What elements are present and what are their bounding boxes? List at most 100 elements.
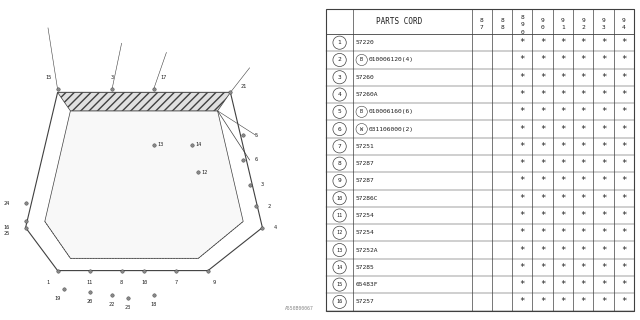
Text: 57260: 57260 xyxy=(356,75,375,80)
Text: 14: 14 xyxy=(337,265,343,270)
Text: 6: 6 xyxy=(338,127,342,132)
Text: 1: 1 xyxy=(561,25,564,30)
Text: *: * xyxy=(560,245,566,254)
Text: 2: 2 xyxy=(581,25,585,30)
Text: 14: 14 xyxy=(195,142,202,147)
Text: 9: 9 xyxy=(213,280,216,285)
Text: 10: 10 xyxy=(141,280,147,285)
Text: 10: 10 xyxy=(337,196,343,201)
Text: *: * xyxy=(520,176,525,185)
Text: *: * xyxy=(601,297,606,306)
Text: 13: 13 xyxy=(337,248,343,252)
Text: 8: 8 xyxy=(500,25,504,30)
Text: 0: 0 xyxy=(541,25,545,30)
Text: 5: 5 xyxy=(255,133,257,138)
Circle shape xyxy=(333,192,346,205)
Text: *: * xyxy=(540,73,545,82)
Circle shape xyxy=(333,71,346,84)
Text: 9: 9 xyxy=(338,179,342,183)
Text: 57287: 57287 xyxy=(356,179,375,183)
Text: 23: 23 xyxy=(125,305,131,310)
Text: *: * xyxy=(621,297,627,306)
Text: *: * xyxy=(580,55,586,64)
Text: 4: 4 xyxy=(338,92,342,97)
Circle shape xyxy=(333,244,346,257)
Text: 19: 19 xyxy=(54,296,61,301)
Text: *: * xyxy=(580,159,586,168)
Text: *: * xyxy=(560,90,566,99)
Text: 22: 22 xyxy=(109,302,115,307)
Text: *: * xyxy=(560,228,566,237)
Text: *: * xyxy=(560,55,566,64)
Text: *: * xyxy=(520,159,525,168)
Text: *: * xyxy=(520,245,525,254)
Text: 15: 15 xyxy=(337,282,343,287)
Text: *: * xyxy=(601,245,606,254)
Text: *: * xyxy=(560,263,566,272)
Text: *: * xyxy=(601,73,606,82)
Circle shape xyxy=(333,174,346,188)
Text: 57251: 57251 xyxy=(356,144,375,149)
Polygon shape xyxy=(58,92,230,111)
Text: 1: 1 xyxy=(338,40,342,45)
Text: 7: 7 xyxy=(175,280,177,285)
Circle shape xyxy=(333,53,346,67)
Text: *: * xyxy=(520,194,525,203)
Text: *: * xyxy=(540,159,545,168)
Text: 3: 3 xyxy=(338,75,342,80)
Text: 57286C: 57286C xyxy=(356,196,378,201)
Text: 24: 24 xyxy=(3,201,10,205)
Text: W: W xyxy=(360,127,364,132)
Circle shape xyxy=(333,261,346,274)
Text: 031106000(2): 031106000(2) xyxy=(369,127,414,132)
Text: *: * xyxy=(540,55,545,64)
Text: *: * xyxy=(520,107,525,116)
Text: *: * xyxy=(560,176,566,185)
Text: *: * xyxy=(621,228,627,237)
Text: *: * xyxy=(580,297,586,306)
Text: *: * xyxy=(540,211,545,220)
Text: *: * xyxy=(540,124,545,133)
Text: *: * xyxy=(540,90,545,99)
Text: 4: 4 xyxy=(622,25,626,30)
Text: 16: 16 xyxy=(3,225,10,230)
Text: *: * xyxy=(540,142,545,151)
Text: 11: 11 xyxy=(337,213,343,218)
Text: 8: 8 xyxy=(480,18,484,23)
Text: *: * xyxy=(560,107,566,116)
Text: *: * xyxy=(621,176,627,185)
Text: 65483F: 65483F xyxy=(356,282,378,287)
Text: *: * xyxy=(580,194,586,203)
Text: 0: 0 xyxy=(520,30,524,35)
Text: *: * xyxy=(520,38,525,47)
Text: 9: 9 xyxy=(622,18,626,23)
Circle shape xyxy=(333,123,346,136)
Text: B: B xyxy=(360,58,364,62)
Text: *: * xyxy=(621,211,627,220)
Text: *: * xyxy=(601,90,606,99)
Text: *: * xyxy=(520,55,525,64)
Circle shape xyxy=(333,278,346,291)
Text: 17: 17 xyxy=(160,75,166,80)
Text: *: * xyxy=(580,211,586,220)
Text: *: * xyxy=(520,280,525,289)
Text: *: * xyxy=(520,73,525,82)
Text: 7: 7 xyxy=(480,25,484,30)
Circle shape xyxy=(333,140,346,153)
Text: *: * xyxy=(540,245,545,254)
Text: 57260A: 57260A xyxy=(356,92,378,97)
Text: *: * xyxy=(580,90,586,99)
Text: 20: 20 xyxy=(86,299,93,304)
Text: *: * xyxy=(621,90,627,99)
Text: 7: 7 xyxy=(338,144,342,149)
Text: *: * xyxy=(560,124,566,133)
Text: *: * xyxy=(621,245,627,254)
Text: *: * xyxy=(621,194,627,203)
Circle shape xyxy=(356,54,367,66)
Text: 9: 9 xyxy=(541,18,545,23)
Text: 9: 9 xyxy=(561,18,564,23)
Text: *: * xyxy=(580,280,586,289)
Text: PARTS CORD: PARTS CORD xyxy=(376,17,422,26)
Text: *: * xyxy=(580,38,586,47)
Text: *: * xyxy=(621,38,627,47)
